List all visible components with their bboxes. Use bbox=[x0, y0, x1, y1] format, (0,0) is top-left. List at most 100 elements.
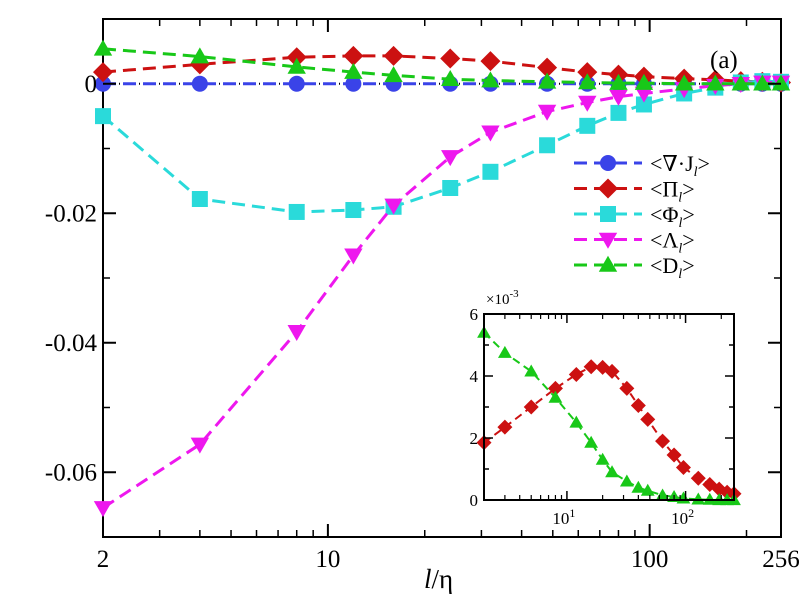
legend-marker bbox=[600, 206, 616, 222]
x-tick-label: 2 bbox=[97, 546, 110, 573]
series-line bbox=[102, 47, 781, 86]
data-point bbox=[578, 95, 597, 112]
data-point bbox=[191, 75, 208, 92]
legend-marker bbox=[598, 232, 618, 249]
data-point bbox=[95, 108, 111, 125]
inset-data-point bbox=[666, 447, 682, 463]
data-point bbox=[577, 62, 598, 83]
inset-y-tick-label: 4 bbox=[470, 367, 479, 386]
y-tick-label: -0.02 bbox=[45, 200, 97, 227]
inset-y-tick-label: 6 bbox=[470, 305, 479, 324]
inset-data-point bbox=[548, 390, 563, 403]
legend-entry: <Λl> bbox=[574, 228, 695, 257]
data-point bbox=[579, 117, 596, 134]
data-point bbox=[286, 47, 307, 68]
legend-label: <∇·Jl> bbox=[650, 151, 710, 180]
data-point bbox=[288, 75, 305, 92]
inset-data-point bbox=[631, 480, 646, 493]
inset-data-point bbox=[675, 459, 691, 475]
inset-y-axis: 0 2 4 6 bbox=[470, 305, 734, 510]
data-point bbox=[343, 45, 364, 66]
data-point bbox=[537, 104, 557, 121]
data-point bbox=[771, 74, 791, 91]
inset-data-point bbox=[605, 465, 619, 478]
data-point bbox=[635, 96, 652, 113]
data-point bbox=[93, 62, 113, 83]
data-point bbox=[344, 62, 363, 79]
y-tick-label: -0.04 bbox=[45, 330, 98, 357]
legend: <∇·Jl><Πl><Φl><Λl><Dl> bbox=[574, 151, 710, 282]
inset-data-point bbox=[690, 470, 706, 486]
y-tick-label: 0 bbox=[85, 71, 98, 98]
data-point bbox=[481, 125, 500, 142]
data-point bbox=[537, 57, 558, 78]
main-x-axis: 2 10 100 256 bbox=[97, 19, 800, 573]
inset-y-multiplier: ×10-3 bbox=[486, 288, 519, 308]
inset-data-point bbox=[569, 415, 584, 428]
inset-plot: 101 102 0 2 4 6 ×10-3 bbox=[470, 288, 742, 528]
data-point bbox=[609, 89, 628, 106]
legend-label: <Λl> bbox=[650, 228, 695, 257]
data-point bbox=[384, 198, 403, 215]
data-point bbox=[731, 74, 751, 91]
inset-data-point bbox=[524, 364, 539, 377]
inset-data-point bbox=[497, 345, 512, 358]
inset-data-point bbox=[568, 366, 584, 382]
inset-data-point bbox=[691, 492, 706, 505]
data-point bbox=[634, 73, 654, 90]
legend-label: <Πl> bbox=[650, 177, 695, 206]
data-point bbox=[287, 324, 306, 341]
data-point bbox=[93, 39, 113, 56]
legend-entry: <Φl> bbox=[574, 202, 695, 231]
data-point bbox=[93, 501, 113, 518]
data-point bbox=[191, 191, 208, 208]
data-point bbox=[442, 179, 459, 196]
inset-y-tick-label: 2 bbox=[470, 429, 479, 448]
inset-data-point bbox=[619, 474, 634, 487]
inset-x-tick-label: 102 bbox=[671, 506, 694, 528]
data-point bbox=[753, 74, 772, 91]
inset-data-point bbox=[497, 419, 513, 435]
data-point bbox=[344, 248, 363, 265]
legend-entry: <Dl> bbox=[574, 253, 695, 282]
legend-label: <Dl> bbox=[650, 253, 695, 282]
inset-data-point bbox=[595, 452, 610, 465]
inset-y-multiplier-base: ×10 bbox=[486, 292, 509, 308]
inset-y-tick-label: 0 bbox=[470, 491, 479, 510]
inset-series-1 bbox=[476, 359, 742, 502]
inset-data-point bbox=[655, 433, 671, 449]
data-point bbox=[288, 203, 305, 220]
data-point bbox=[440, 48, 461, 69]
data-point bbox=[441, 150, 460, 167]
inset-data-point bbox=[604, 363, 620, 379]
data-point bbox=[482, 163, 499, 180]
data-point bbox=[441, 70, 460, 87]
data-point bbox=[674, 74, 694, 91]
inset-data-point bbox=[547, 380, 563, 396]
legend-entry: <∇·Jl> bbox=[574, 151, 710, 180]
series-5 bbox=[93, 39, 791, 91]
legend-entry: <Πl> bbox=[574, 177, 695, 206]
panel-label: (a) bbox=[710, 47, 738, 74]
data-point bbox=[634, 86, 654, 103]
data-point bbox=[345, 202, 362, 219]
data-point bbox=[383, 45, 404, 66]
data-point bbox=[190, 47, 210, 64]
main-y-axis: 0 -0.02 -0.04 -0.06 bbox=[45, 18, 781, 538]
inset-x-tick-label: 101 bbox=[552, 506, 575, 528]
data-point bbox=[345, 75, 362, 92]
y-tick-label: -0.06 bbox=[45, 459, 97, 486]
inset-data-point bbox=[619, 380, 635, 396]
data-point bbox=[609, 73, 628, 90]
series-line bbox=[102, 54, 782, 84]
data-point bbox=[287, 57, 306, 74]
x-axis-label: l/η bbox=[424, 564, 453, 594]
main-series-layer bbox=[93, 39, 791, 518]
x-tick-label: 10 bbox=[315, 546, 340, 573]
inset-y-multiplier-exp: -3 bbox=[509, 288, 519, 300]
legend-marker bbox=[600, 155, 616, 171]
x-axis-label-italic: l bbox=[424, 564, 432, 594]
data-point bbox=[537, 72, 557, 89]
x-tick-label: 256 bbox=[762, 546, 800, 573]
